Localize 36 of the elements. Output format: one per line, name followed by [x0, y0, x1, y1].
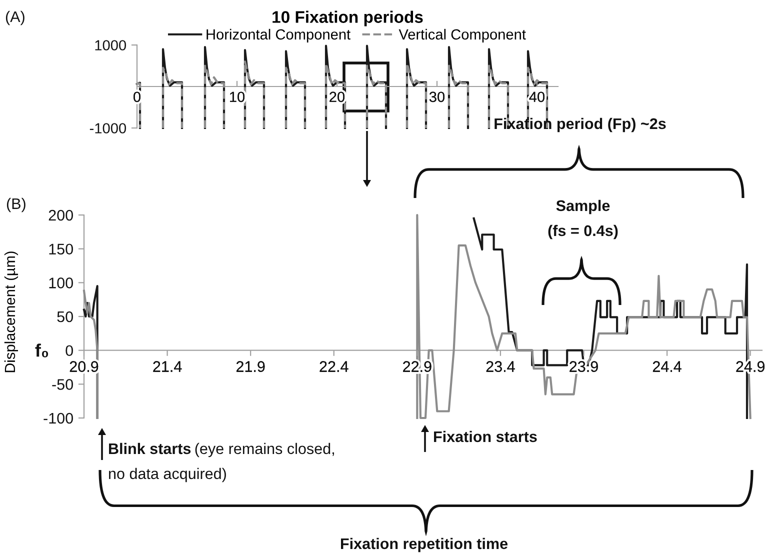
- y-tick-label: -1000: [90, 123, 126, 134]
- x-tick-label: 23.4: [486, 361, 515, 372]
- text: Blink starts: [109, 442, 191, 454]
- legend-label: Vertical Component: [398, 28, 526, 42]
- x-tick-label: 30: [429, 92, 445, 102]
- text: Fixation starts: [434, 430, 537, 442]
- text: (B): [6, 198, 26, 212]
- y-tick-label: 200: [48, 210, 73, 221]
- text: Sample: [556, 200, 610, 214]
- y-tick-label: 1000: [95, 40, 126, 50]
- chart-title: 10 Fixation periods: [272, 10, 423, 26]
- legend-label: Horizontal Component: [206, 28, 350, 42]
- y-tick-label: 0: [66, 345, 73, 356]
- y-tick-label: -50: [52, 379, 73, 390]
- x-tick-label: 23.9: [570, 361, 598, 372]
- x-tick-label: 0: [134, 92, 140, 102]
- annotation: (fs = 0.4s): [548, 224, 618, 240]
- x-tick-label: 40: [529, 92, 545, 102]
- y-tick-label: -100: [44, 412, 73, 424]
- y-tick-label: 150: [49, 244, 73, 255]
- x-tick-label: 20.9: [70, 361, 98, 372]
- x-tick-label: 24.4: [652, 361, 682, 372]
- annotation: Fixation period (Fp) ~2s: [494, 118, 666, 132]
- text: (eye remains closed,: [195, 442, 334, 458]
- y-axis-title: Displacement (µm): [4, 252, 18, 372]
- x-tick-label: 21.4: [153, 361, 182, 372]
- x-tick-label: 10: [230, 92, 245, 102]
- y-tick-label: 100: [49, 278, 73, 288]
- text: f₀: [35, 344, 48, 358]
- x-tick-label: 21.9: [236, 361, 265, 372]
- y-tick-label: 50: [57, 311, 73, 322]
- x-tick-label: 22.9: [403, 361, 432, 372]
- text: no data acquired): [109, 468, 226, 482]
- x-tick-label: 22.4: [320, 361, 348, 372]
- text: Fixation repetition time: [340, 538, 508, 552]
- text: (A): [6, 10, 24, 26]
